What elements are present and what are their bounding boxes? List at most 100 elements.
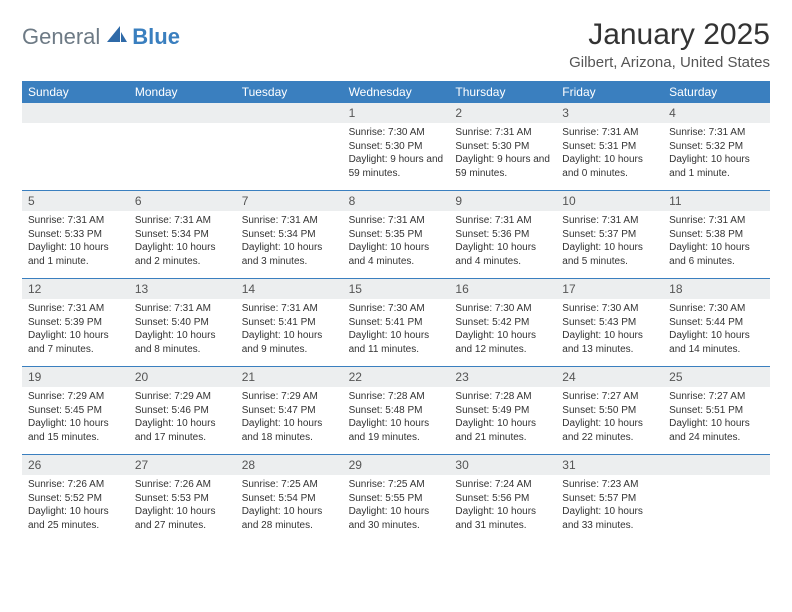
sunset-text: Sunset: 5:54 PM [242,492,337,506]
day-cell: Sunrise: 7:30 AMSunset: 5:30 PMDaylight:… [343,123,450,190]
sunrise-text: Sunrise: 7:29 AM [28,390,123,404]
day-cell: Sunrise: 7:27 AMSunset: 5:51 PMDaylight:… [663,387,770,454]
dow-header-row: Sunday Monday Tuesday Wednesday Thursday… [22,81,770,103]
sunrise-text: Sunrise: 7:31 AM [455,214,550,228]
sunrise-text: Sunrise: 7:25 AM [242,478,337,492]
daylight-text: Daylight: 10 hours and 13 minutes. [562,329,657,356]
sunset-text: Sunset: 5:31 PM [562,140,657,154]
sunrise-text: Sunrise: 7:31 AM [562,126,657,140]
sunset-text: Sunset: 5:48 PM [349,404,444,418]
daylight-text: Daylight: 10 hours and 17 minutes. [135,417,230,444]
daylight-text: Daylight: 10 hours and 7 minutes. [28,329,123,356]
sunrise-text: Sunrise: 7:27 AM [669,390,764,404]
header: General Blue January 2025 Gilbert, Arizo… [22,18,770,71]
dow-monday: Monday [129,81,236,103]
day-number: 19 [22,367,129,387]
dow-saturday: Saturday [663,81,770,103]
day-number: 18 [663,279,770,299]
day-number: 24 [556,367,663,387]
sunrise-text: Sunrise: 7:31 AM [669,214,764,228]
sunset-text: Sunset: 5:41 PM [349,316,444,330]
daylight-text: Daylight: 10 hours and 6 minutes. [669,241,764,268]
daylight-text: Daylight: 10 hours and 24 minutes. [669,417,764,444]
day-number: 10 [556,191,663,211]
title-block: January 2025 Gilbert, Arizona, United St… [569,18,770,71]
sunrise-text: Sunrise: 7:31 AM [135,302,230,316]
day-cell: Sunrise: 7:30 AMSunset: 5:43 PMDaylight:… [556,299,663,366]
dow-sunday: Sunday [22,81,129,103]
daylight-text: Daylight: 10 hours and 5 minutes. [562,241,657,268]
sunrise-text: Sunrise: 7:31 AM [28,214,123,228]
day-cell: Sunrise: 7:31 AMSunset: 5:38 PMDaylight:… [663,211,770,278]
sunset-text: Sunset: 5:57 PM [562,492,657,506]
daylight-text: Daylight: 10 hours and 27 minutes. [135,505,230,532]
sunset-text: Sunset: 5:30 PM [455,140,550,154]
day-number: 5 [22,191,129,211]
sunrise-text: Sunrise: 7:30 AM [455,302,550,316]
sunset-text: Sunset: 5:53 PM [135,492,230,506]
sunset-text: Sunset: 5:39 PM [28,316,123,330]
day-cell [22,123,129,190]
sunset-text: Sunset: 5:49 PM [455,404,550,418]
day-number: 3 [556,103,663,123]
sunrise-text: Sunrise: 7:31 AM [28,302,123,316]
day-number: 9 [449,191,556,211]
content-row: Sunrise: 7:31 AMSunset: 5:33 PMDaylight:… [22,211,770,278]
sunrise-text: Sunrise: 7:26 AM [28,478,123,492]
daylight-text: Daylight: 10 hours and 21 minutes. [455,417,550,444]
sunrise-text: Sunrise: 7:31 AM [242,302,337,316]
sunrise-text: Sunrise: 7:30 AM [669,302,764,316]
location-text: Gilbert, Arizona, United States [569,54,770,71]
sunrise-text: Sunrise: 7:30 AM [349,126,444,140]
daylight-text: Daylight: 10 hours and 1 minute. [669,153,764,180]
day-cell: Sunrise: 7:31 AMSunset: 5:36 PMDaylight:… [449,211,556,278]
sunset-text: Sunset: 5:34 PM [135,228,230,242]
logo-text-blue: Blue [132,24,180,50]
sunset-text: Sunset: 5:41 PM [242,316,337,330]
daylight-text: Daylight: 9 hours and 59 minutes. [349,153,444,180]
sunset-text: Sunset: 5:52 PM [28,492,123,506]
calendar: Sunday Monday Tuesday Wednesday Thursday… [22,81,770,542]
sunset-text: Sunset: 5:55 PM [349,492,444,506]
sunset-text: Sunset: 5:56 PM [455,492,550,506]
sunrise-text: Sunrise: 7:31 AM [349,214,444,228]
daylight-text: Daylight: 10 hours and 1 minute. [28,241,123,268]
day-cell: Sunrise: 7:30 AMSunset: 5:42 PMDaylight:… [449,299,556,366]
day-number: 25 [663,367,770,387]
sunset-text: Sunset: 5:30 PM [349,140,444,154]
sunset-text: Sunset: 5:34 PM [242,228,337,242]
day-cell: Sunrise: 7:28 AMSunset: 5:49 PMDaylight:… [449,387,556,454]
day-cell: Sunrise: 7:31 AMSunset: 5:35 PMDaylight:… [343,211,450,278]
day-cell: Sunrise: 7:31 AMSunset: 5:34 PMDaylight:… [236,211,343,278]
daylight-text: Daylight: 10 hours and 12 minutes. [455,329,550,356]
day-number [129,103,236,123]
daylight-text: Daylight: 10 hours and 30 minutes. [349,505,444,532]
day-cell: Sunrise: 7:23 AMSunset: 5:57 PMDaylight:… [556,475,663,542]
sunset-text: Sunset: 5:32 PM [669,140,764,154]
day-cell [236,123,343,190]
day-number: 7 [236,191,343,211]
sunset-text: Sunset: 5:38 PM [669,228,764,242]
daylight-text: Daylight: 10 hours and 19 minutes. [349,417,444,444]
daynum-row: 12131415161718 [22,278,770,299]
day-cell: Sunrise: 7:31 AMSunset: 5:33 PMDaylight:… [22,211,129,278]
day-number: 8 [343,191,450,211]
day-number: 27 [129,455,236,475]
sunrise-text: Sunrise: 7:31 AM [669,126,764,140]
day-cell: Sunrise: 7:29 AMSunset: 5:45 PMDaylight:… [22,387,129,454]
daylight-text: Daylight: 10 hours and 22 minutes. [562,417,657,444]
sunrise-text: Sunrise: 7:31 AM [455,126,550,140]
day-cell: Sunrise: 7:31 AMSunset: 5:34 PMDaylight:… [129,211,236,278]
daylight-text: Daylight: 10 hours and 28 minutes. [242,505,337,532]
content-row: Sunrise: 7:29 AMSunset: 5:45 PMDaylight:… [22,387,770,454]
day-number: 26 [22,455,129,475]
sunrise-text: Sunrise: 7:26 AM [135,478,230,492]
dow-friday: Friday [556,81,663,103]
day-cell: Sunrise: 7:31 AMSunset: 5:32 PMDaylight:… [663,123,770,190]
sunrise-text: Sunrise: 7:30 AM [349,302,444,316]
sunrise-text: Sunrise: 7:25 AM [349,478,444,492]
sunset-text: Sunset: 5:44 PM [669,316,764,330]
content-row: Sunrise: 7:30 AMSunset: 5:30 PMDaylight:… [22,123,770,190]
day-number: 21 [236,367,343,387]
day-number: 6 [129,191,236,211]
